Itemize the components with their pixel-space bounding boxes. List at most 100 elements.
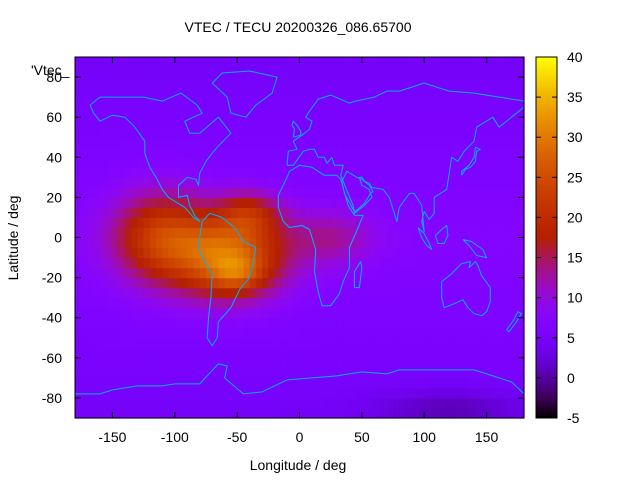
heatmap-cell (174, 207, 182, 219)
heatmap-cell (106, 397, 114, 409)
heatmap-cell (106, 307, 114, 319)
heatmap-cell (311, 297, 319, 309)
heatmap-cell (81, 347, 89, 359)
heatmap-cell (405, 327, 413, 339)
heatmap-cell (162, 317, 170, 329)
heatmap-cell (75, 287, 82, 299)
heatmap-cell (455, 187, 463, 198)
x-tick-label: 50 (354, 429, 370, 445)
heatmap-cell (355, 177, 363, 188)
heatmap-cell (131, 87, 138, 98)
heatmap-cell (430, 277, 438, 289)
heatmap-cell (268, 57, 276, 68)
heatmap-cell (156, 187, 163, 198)
heatmap-cell (499, 117, 506, 128)
heatmap-cell (393, 217, 400, 229)
heatmap-cell (262, 107, 269, 118)
heatmap-cell (424, 67, 432, 78)
heatmap-cell (430, 267, 438, 279)
heatmap-cell (287, 377, 294, 389)
heatmap-cell (511, 267, 519, 279)
heatmap-cell (99, 117, 107, 128)
heatmap-cell (199, 277, 207, 289)
heatmap-cell (268, 137, 276, 148)
heatmap-cell (517, 87, 525, 98)
heatmap-cell (218, 337, 226, 349)
heatmap-cell (87, 237, 95, 249)
heatmap-cell (237, 317, 244, 329)
heatmap-cell (106, 177, 114, 188)
heatmap-cell (149, 407, 157, 419)
heatmap-cell (336, 207, 344, 219)
heatmap-cell (374, 317, 382, 329)
heatmap-cell (311, 377, 319, 389)
heatmap-cell (380, 407, 388, 419)
heatmap-cell (467, 357, 475, 369)
heatmap-cell (324, 237, 332, 249)
heatmap-cell (411, 207, 419, 219)
heatmap-cell (243, 247, 251, 259)
heatmap-cell (224, 107, 232, 118)
heatmap-cell (255, 197, 263, 209)
heatmap-cell (480, 187, 488, 198)
heatmap-cell (368, 407, 375, 419)
heatmap-cell (499, 327, 506, 339)
heatmap-cell (81, 87, 89, 98)
heatmap-cell (442, 127, 450, 138)
heatmap-cell (75, 177, 82, 188)
heatmap-cell (436, 157, 444, 168)
heatmap-cell (187, 67, 195, 78)
heatmap-cell (280, 157, 288, 168)
heatmap-cell (287, 347, 294, 359)
heatmap-cell (218, 367, 226, 379)
heatmap-cell (237, 267, 244, 279)
heatmap-cell (137, 347, 145, 359)
heatmap-cell (499, 257, 506, 269)
heatmap-cell (162, 217, 170, 229)
heatmap-cell (230, 87, 238, 98)
y-tick-label: -40 (42, 310, 62, 326)
heatmap-cell (311, 67, 319, 78)
heatmap-cell (268, 207, 276, 219)
heatmap-cell (293, 277, 301, 289)
heatmap-cell (149, 327, 157, 339)
heatmap-cell (517, 177, 525, 188)
heatmap-cell (324, 287, 332, 299)
heatmap-cell (355, 367, 363, 379)
heatmap-cell (181, 357, 188, 369)
heatmap-cell (187, 297, 195, 309)
heatmap-cell (287, 317, 294, 329)
heatmap-cell (499, 67, 506, 78)
heatmap-cell (137, 377, 145, 389)
heatmap-cell (430, 117, 438, 128)
heatmap-cell (305, 357, 313, 369)
heatmap-cell (212, 327, 220, 339)
heatmap-cell (93, 217, 101, 229)
heatmap-cell (461, 287, 469, 299)
heatmap-cell (280, 277, 288, 289)
heatmap-cell (436, 247, 444, 259)
heatmap-cell (517, 337, 525, 349)
heatmap-cell (99, 157, 107, 168)
heatmap-cell (474, 347, 481, 359)
heatmap-cell (224, 117, 232, 128)
heatmap-cell (374, 337, 382, 349)
heatmap-cell (168, 87, 176, 98)
heatmap-cell (467, 407, 475, 419)
heatmap-cell (430, 377, 438, 389)
heatmap-cell (349, 237, 357, 249)
heatmap-cell (492, 147, 500, 158)
heatmap-cell (224, 337, 232, 349)
heatmap-cell (386, 287, 394, 299)
heatmap-cell (417, 217, 425, 229)
heatmap-cell (417, 77, 425, 88)
heatmap-cell (106, 367, 114, 379)
heatmap-cell (205, 397, 213, 409)
heatmap-cell (330, 277, 338, 289)
heatmap-cell (380, 247, 388, 259)
heatmap-cell (137, 227, 145, 239)
heatmap-cell (430, 107, 438, 118)
heatmap-cell (517, 187, 525, 198)
heatmap-cell (380, 307, 388, 319)
heatmap-cell (480, 287, 488, 299)
